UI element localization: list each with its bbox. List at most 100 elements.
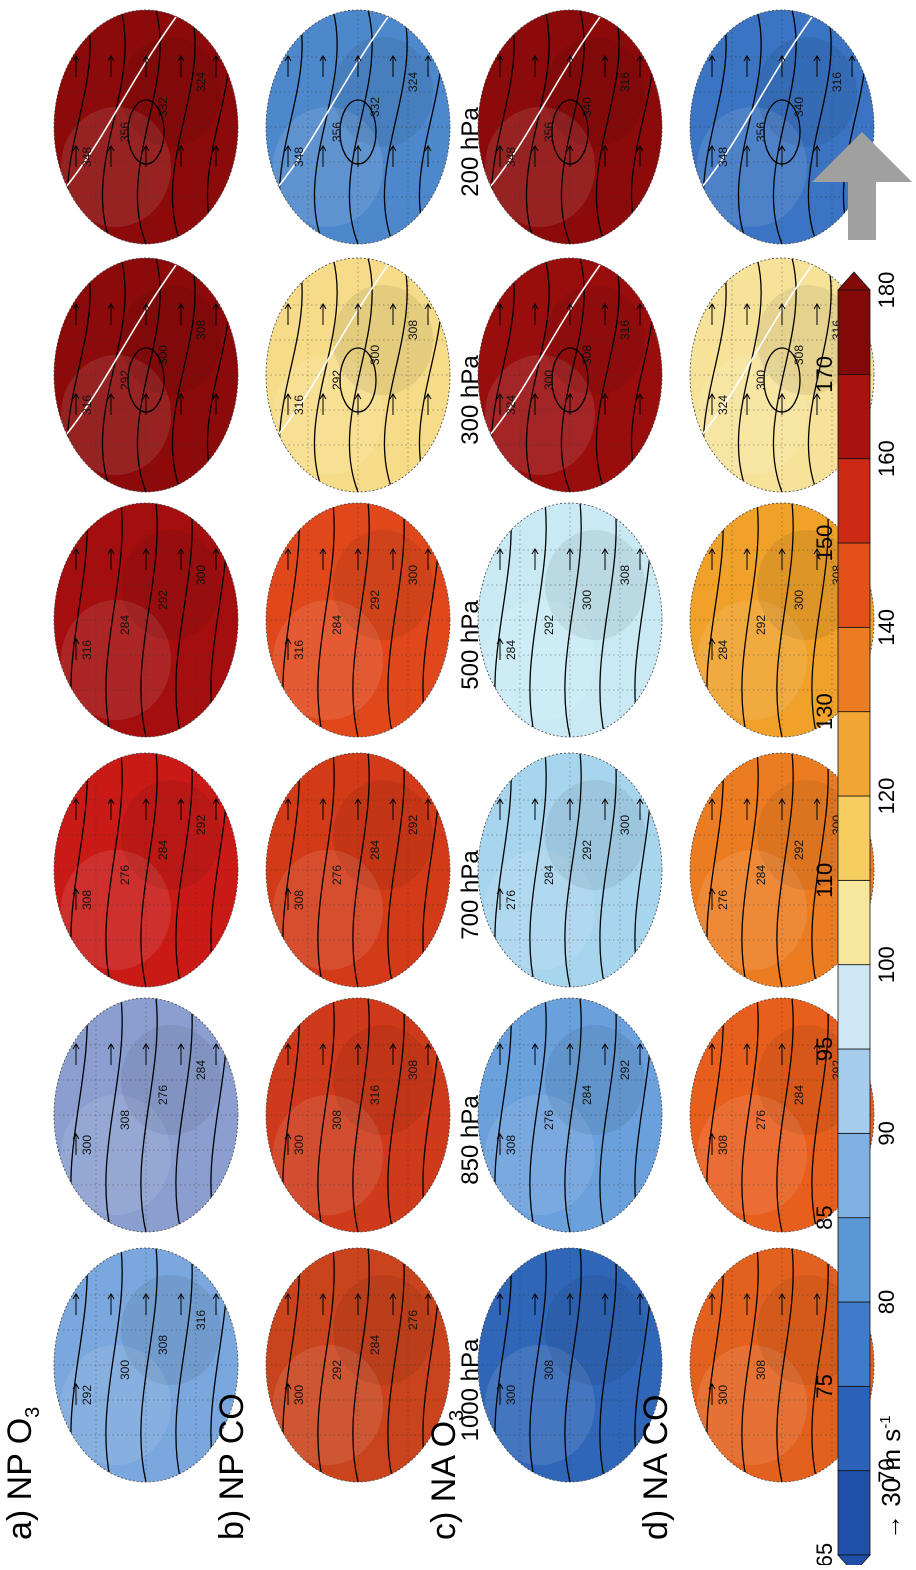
contour-line (776, 753, 794, 987)
contour-label: 332 (368, 97, 382, 117)
wind-vector-head (601, 548, 609, 555)
contour-label: 292 (792, 840, 806, 860)
contour-line (140, 503, 158, 737)
contour-line (383, 10, 408, 244)
contour-label: 316 (618, 72, 632, 92)
pressure-level-label: 700 hPa (457, 850, 484, 940)
contour-label: 276 (156, 1085, 170, 1105)
colorbar-tick-label: 170 (812, 356, 837, 393)
contour-line (387, 753, 405, 987)
contour-line (811, 1248, 829, 1482)
map-panel: 348 356 332 324 (53, 9, 239, 245)
contour-line (387, 1248, 405, 1482)
contour-label: 308 (156, 1335, 170, 1355)
wind-vector-head (531, 548, 539, 555)
wind-vector-head (566, 798, 574, 805)
wind-vector-head (142, 798, 150, 805)
shading-blob (697, 850, 807, 970)
shading-blob (273, 600, 383, 720)
wind-vector-head (496, 55, 504, 62)
wind-vector-head (743, 548, 751, 555)
contour-line (595, 10, 620, 244)
wind-vector-head (424, 145, 432, 152)
pv-line (489, 264, 601, 436)
contour-label: 300 (118, 1360, 132, 1380)
colorbar-swatch (837, 1132, 871, 1219)
contour-label: 316 (292, 640, 306, 660)
shading-blob (485, 600, 595, 720)
wind-vector-head (354, 303, 362, 310)
wind-vector-head (107, 798, 115, 805)
contour-label: 284 (368, 1335, 382, 1355)
wind-vector-head (566, 1043, 574, 1050)
contour-label: 292 (330, 370, 344, 390)
colorbar-swatch (837, 1385, 871, 1472)
contour-label: 284 (156, 840, 170, 860)
contour-line (811, 998, 829, 1232)
shading-blob (485, 355, 595, 475)
wind-vector-head (778, 798, 786, 805)
map-outline (53, 502, 239, 738)
contour-label: 324 (194, 72, 208, 92)
shading-blob (273, 355, 383, 475)
wind-vector-head (778, 393, 786, 400)
contour-line (599, 1248, 617, 1482)
wind-vector-head (743, 55, 751, 62)
contour-label: 324 (406, 72, 420, 92)
wind-vector-head (778, 548, 786, 555)
contour-line (171, 10, 196, 244)
contour-line (387, 503, 405, 737)
contour-label: 348 (504, 147, 518, 167)
contour-label: 292 (406, 815, 420, 835)
wind-vector-head (708, 888, 716, 895)
contour-label: 300 (194, 565, 208, 585)
contour-label: 316 (80, 640, 94, 660)
wind-vector-head (72, 638, 80, 645)
contour-line (105, 753, 123, 987)
colorbar-tick-label: 75 (812, 1374, 837, 1398)
contour-line (352, 753, 370, 987)
wind-vector-head (708, 1383, 716, 1390)
wind-vector-head (284, 1043, 292, 1050)
map-outline (265, 9, 451, 245)
map-outline (53, 997, 239, 1233)
map-panel: 316 292 300 308 (265, 257, 451, 493)
map-outline (689, 9, 875, 245)
column-title: a) NP O3 (1, 1407, 44, 1540)
contour-label: 284 (194, 1060, 208, 1080)
wind-vector-head (848, 55, 856, 62)
contour-line (529, 1248, 547, 1482)
map-outline (265, 997, 451, 1233)
wind-vector-head (354, 393, 362, 400)
wind-vector-head (601, 145, 609, 152)
wind-vector-head (531, 798, 539, 805)
contour-line (317, 753, 335, 987)
map-outline (689, 1247, 875, 1483)
contour-label: 284 (368, 840, 382, 860)
wind-vector-head (142, 1043, 150, 1050)
contour-label: 324 (504, 395, 518, 415)
contour-line (313, 10, 338, 244)
colorbar-tick-label: 95 (812, 1037, 837, 1061)
colorbar-swatch (837, 542, 871, 628)
wind-vector-head (424, 798, 432, 805)
contour-label: 316 (194, 1310, 208, 1330)
wind-vector-head (743, 1293, 751, 1300)
colorbar-swatch (837, 289, 871, 375)
column-title-text: a) NP O (1, 1418, 39, 1540)
wind-vector-head (531, 393, 539, 400)
contour-label: 308 (504, 1135, 518, 1155)
contour-label: 292 (80, 1385, 94, 1405)
map-outline (53, 9, 239, 245)
wind-vector-head (636, 145, 644, 152)
wind-vector-head (531, 303, 539, 310)
column-2: 348 356 332 324 316 292 300 308 316 284 292 300 308 2… (265, 9, 451, 1483)
map-panel: 300 292 284 276 (265, 1247, 451, 1483)
contour-line (529, 998, 547, 1232)
wind-vector-head (566, 145, 574, 152)
contour-label: 316 (80, 395, 94, 415)
column-title: c) NA O3 (425, 1410, 468, 1540)
contour-line (741, 998, 759, 1232)
map-panel: 308 276 284 292 (53, 752, 239, 988)
wind-vector-head (72, 1293, 80, 1300)
